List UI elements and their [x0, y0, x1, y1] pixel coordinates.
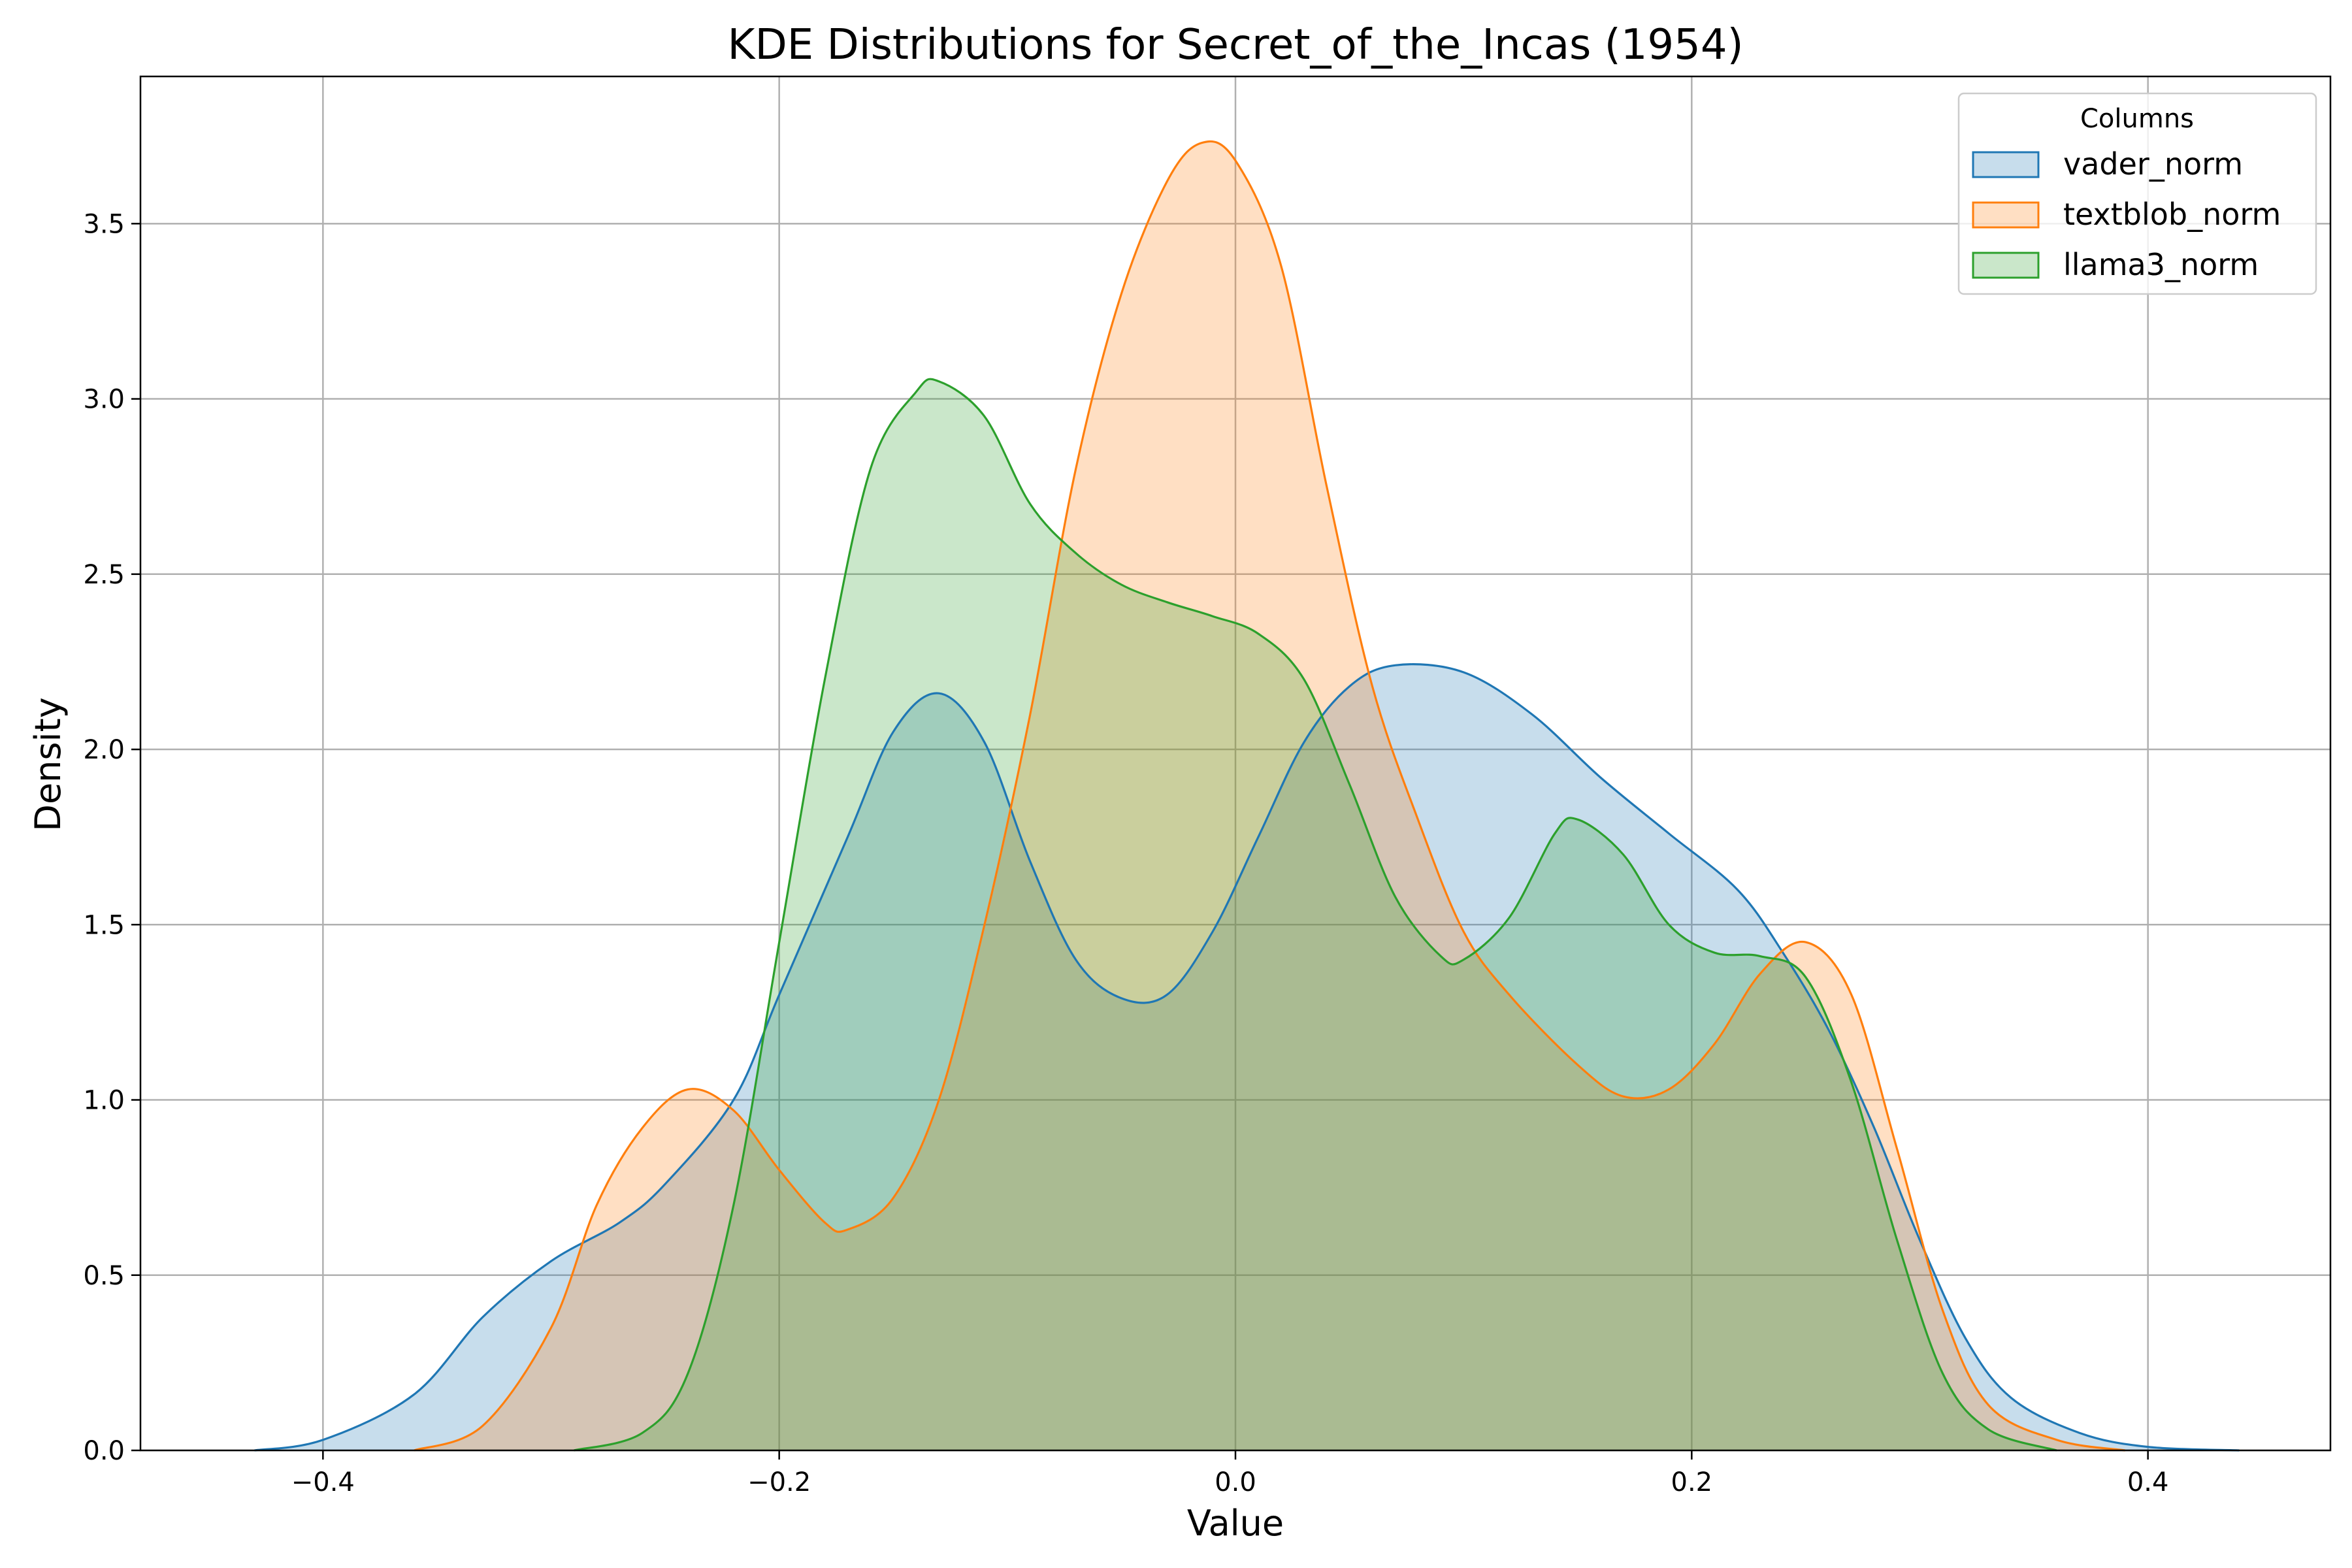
y-tick-label: 1.0 — [83, 1086, 125, 1116]
y-axis-label: Density — [27, 697, 69, 831]
y-tick-label: 3.0 — [83, 385, 125, 415]
chart-title: KDE Distributions for Secret_of_the_Inca… — [727, 21, 1743, 69]
x-tick-label: 0.0 — [1215, 1467, 1256, 1497]
legend-swatch-textblob-norm — [1972, 201, 2040, 229]
kde-area-textblob-norm — [414, 141, 2125, 1450]
kde-line-vader-norm — [254, 663, 2240, 1452]
legend-swatch-vader-norm — [1972, 151, 2040, 178]
grid-lines — [140, 76, 2330, 1452]
legend-items: vader_norm textblob_norm llama3_norm — [1972, 146, 2281, 282]
y-axis-ticks: 0.0 0.5 1.0 1.5 2.0 2.5 3.0 3.5 — [83, 209, 140, 1466]
legend-label-textblob-norm: textblob_norm — [2063, 197, 2281, 232]
legend-swatch-llama3-norm — [1972, 252, 2040, 279]
x-tick-label: 0.4 — [2127, 1467, 2169, 1497]
kde-area-vader-norm — [254, 664, 2240, 1450]
x-axis-ticks: −0.4 −0.2 0.0 0.2 0.4 — [291, 1450, 2169, 1497]
kde-line-llama3-norm — [574, 378, 2057, 1452]
y-tick-label: 0.0 — [83, 1436, 125, 1466]
x-tick-label: −0.4 — [291, 1467, 355, 1497]
y-tick-label: 2.5 — [83, 560, 125, 590]
legend-box — [1957, 92, 2317, 295]
legend: Columns vader_norm textblob_norm llama3_no… — [1957, 92, 2317, 295]
y-tick-label: 1.5 — [83, 910, 125, 940]
y-tick-label: 3.5 — [83, 209, 125, 239]
legend-label-vader-norm: vader_norm — [2063, 146, 2243, 182]
y-tick-label: 0.5 — [83, 1261, 125, 1291]
y-tick-label: 2.0 — [83, 735, 125, 765]
x-axis-label: Value — [1187, 1503, 1284, 1544]
kde-line-textblob-norm — [414, 140, 2126, 1452]
legend-title: Columns — [2080, 104, 2194, 134]
legend-label-llama3-norm: llama3_norm — [2063, 247, 2259, 282]
kde-lines — [254, 140, 2240, 1452]
kde-areas — [254, 141, 2240, 1450]
x-tick-label: −0.2 — [747, 1467, 811, 1497]
x-tick-label: 0.2 — [1671, 1467, 1713, 1497]
kde-area-llama3-norm — [574, 379, 2057, 1450]
